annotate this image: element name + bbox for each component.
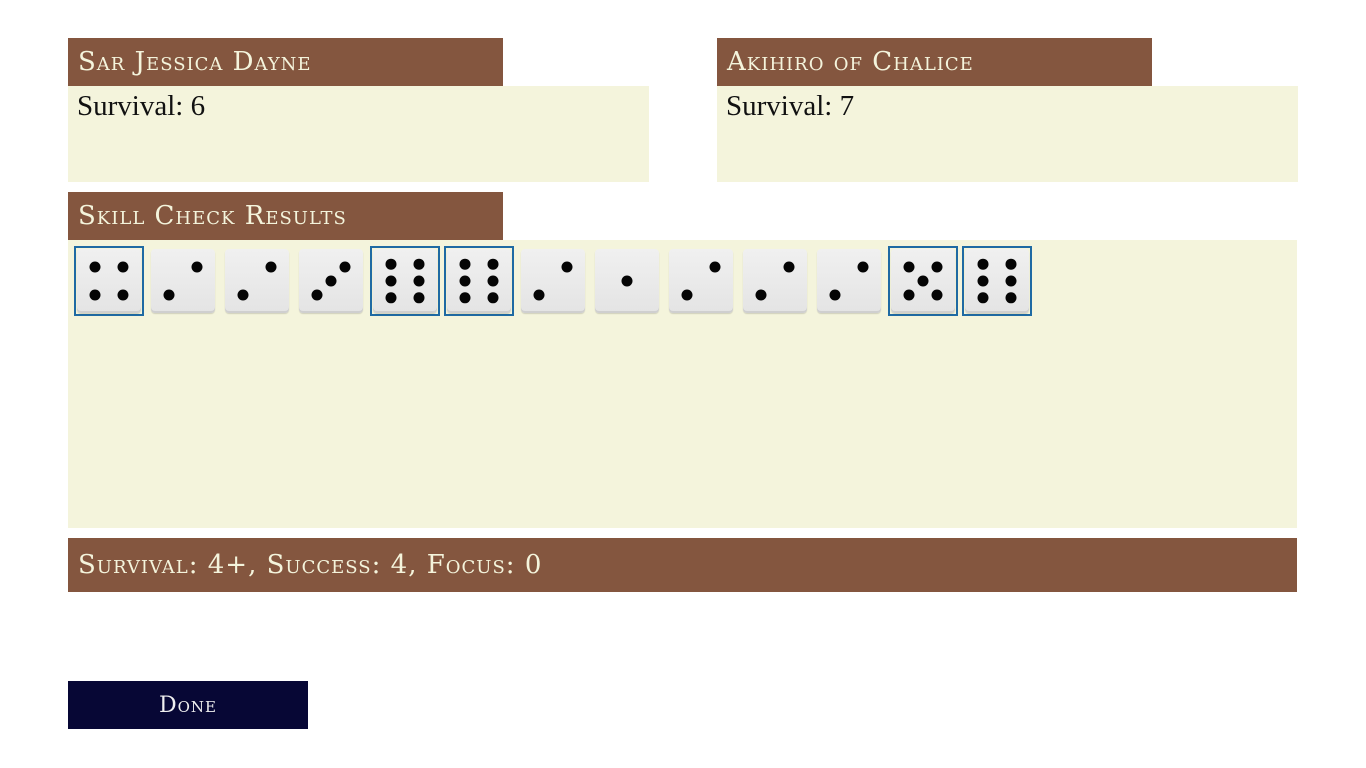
die-pip [339,261,351,273]
die-pip [191,261,203,273]
die-7[interactable] [518,246,588,316]
die-9[interactable] [666,246,736,316]
die-pip [903,261,915,273]
die-pip [783,261,795,273]
die-pip [311,289,323,301]
die-pip [325,275,337,287]
die-3[interactable] [222,246,292,316]
die-pip [977,292,989,304]
die-pip [931,261,943,273]
die-pip [1005,292,1017,304]
die-pip [857,261,869,273]
hero-1-survival: Survival: 6 [77,90,206,122]
die-8[interactable] [592,246,662,316]
die-12[interactable] [888,246,958,316]
die-pip [265,261,277,273]
die-6[interactable] [444,246,514,316]
die-pip [1005,275,1017,287]
die-4[interactable] [296,246,366,316]
die-face-6 [373,249,437,313]
die-pip [413,258,425,270]
die-13[interactable] [962,246,1032,316]
dice-panel [68,240,1297,528]
hero-2-name-bar: Akihiro of Chalice [717,38,1152,86]
die-pip [385,275,397,287]
die-pip [413,275,425,287]
skill-check-title-bar: Skill Check Results [68,192,503,240]
die-pip [977,258,989,270]
hero-1-name: Sar Jessica Dayne [78,47,312,77]
die-pip [487,258,499,270]
die-5[interactable] [370,246,440,316]
die-face-6 [965,249,1029,313]
die-face-2 [743,249,807,313]
die-pip [533,289,545,301]
die-pip [903,289,915,301]
summary-text: Survival: 4+, Success: 4, Focus: 0 [78,550,543,580]
die-pip [621,275,633,287]
die-pip [89,261,101,273]
die-face-1 [595,249,659,313]
hero-2-panel: Survival: 7 [717,86,1298,182]
die-face-4 [77,249,141,313]
die-face-2 [521,249,585,313]
die-2[interactable] [148,246,218,316]
die-pip [931,289,943,301]
die-face-2 [669,249,733,313]
hero-2-name: Akihiro of Chalice [727,47,974,77]
die-pip [117,289,129,301]
die-pip [917,275,929,287]
die-face-2 [817,249,881,313]
hero-2-survival: Survival: 7 [726,90,855,122]
die-pip [459,258,471,270]
die-face-5 [891,249,955,313]
skill-check-title: Skill Check Results [78,201,347,231]
die-face-2 [225,249,289,313]
die-pip [709,261,721,273]
die-pip [237,289,249,301]
die-face-6 [447,249,511,313]
hero-1-panel: Survival: 6 [68,86,649,182]
die-pip [117,261,129,273]
die-pip [1005,258,1017,270]
done-button[interactable]: Done [68,681,308,729]
die-face-2 [151,249,215,313]
die-pip [561,261,573,273]
die-pip [459,292,471,304]
die-pip [977,275,989,287]
die-pip [829,289,841,301]
die-11[interactable] [814,246,884,316]
hero-1-name-bar: Sar Jessica Dayne [68,38,503,86]
die-1[interactable] [74,246,144,316]
die-pip [459,275,471,287]
die-face-3 [299,249,363,313]
die-pip [413,292,425,304]
die-pip [385,292,397,304]
die-10[interactable] [740,246,810,316]
die-pip [163,289,175,301]
die-pip [487,275,499,287]
dice-row [74,246,1032,316]
die-pip [755,289,767,301]
die-pip [385,258,397,270]
summary-bar: Survival: 4+, Success: 4, Focus: 0 [68,538,1297,592]
die-pip [487,292,499,304]
die-pip [89,289,101,301]
die-pip [681,289,693,301]
